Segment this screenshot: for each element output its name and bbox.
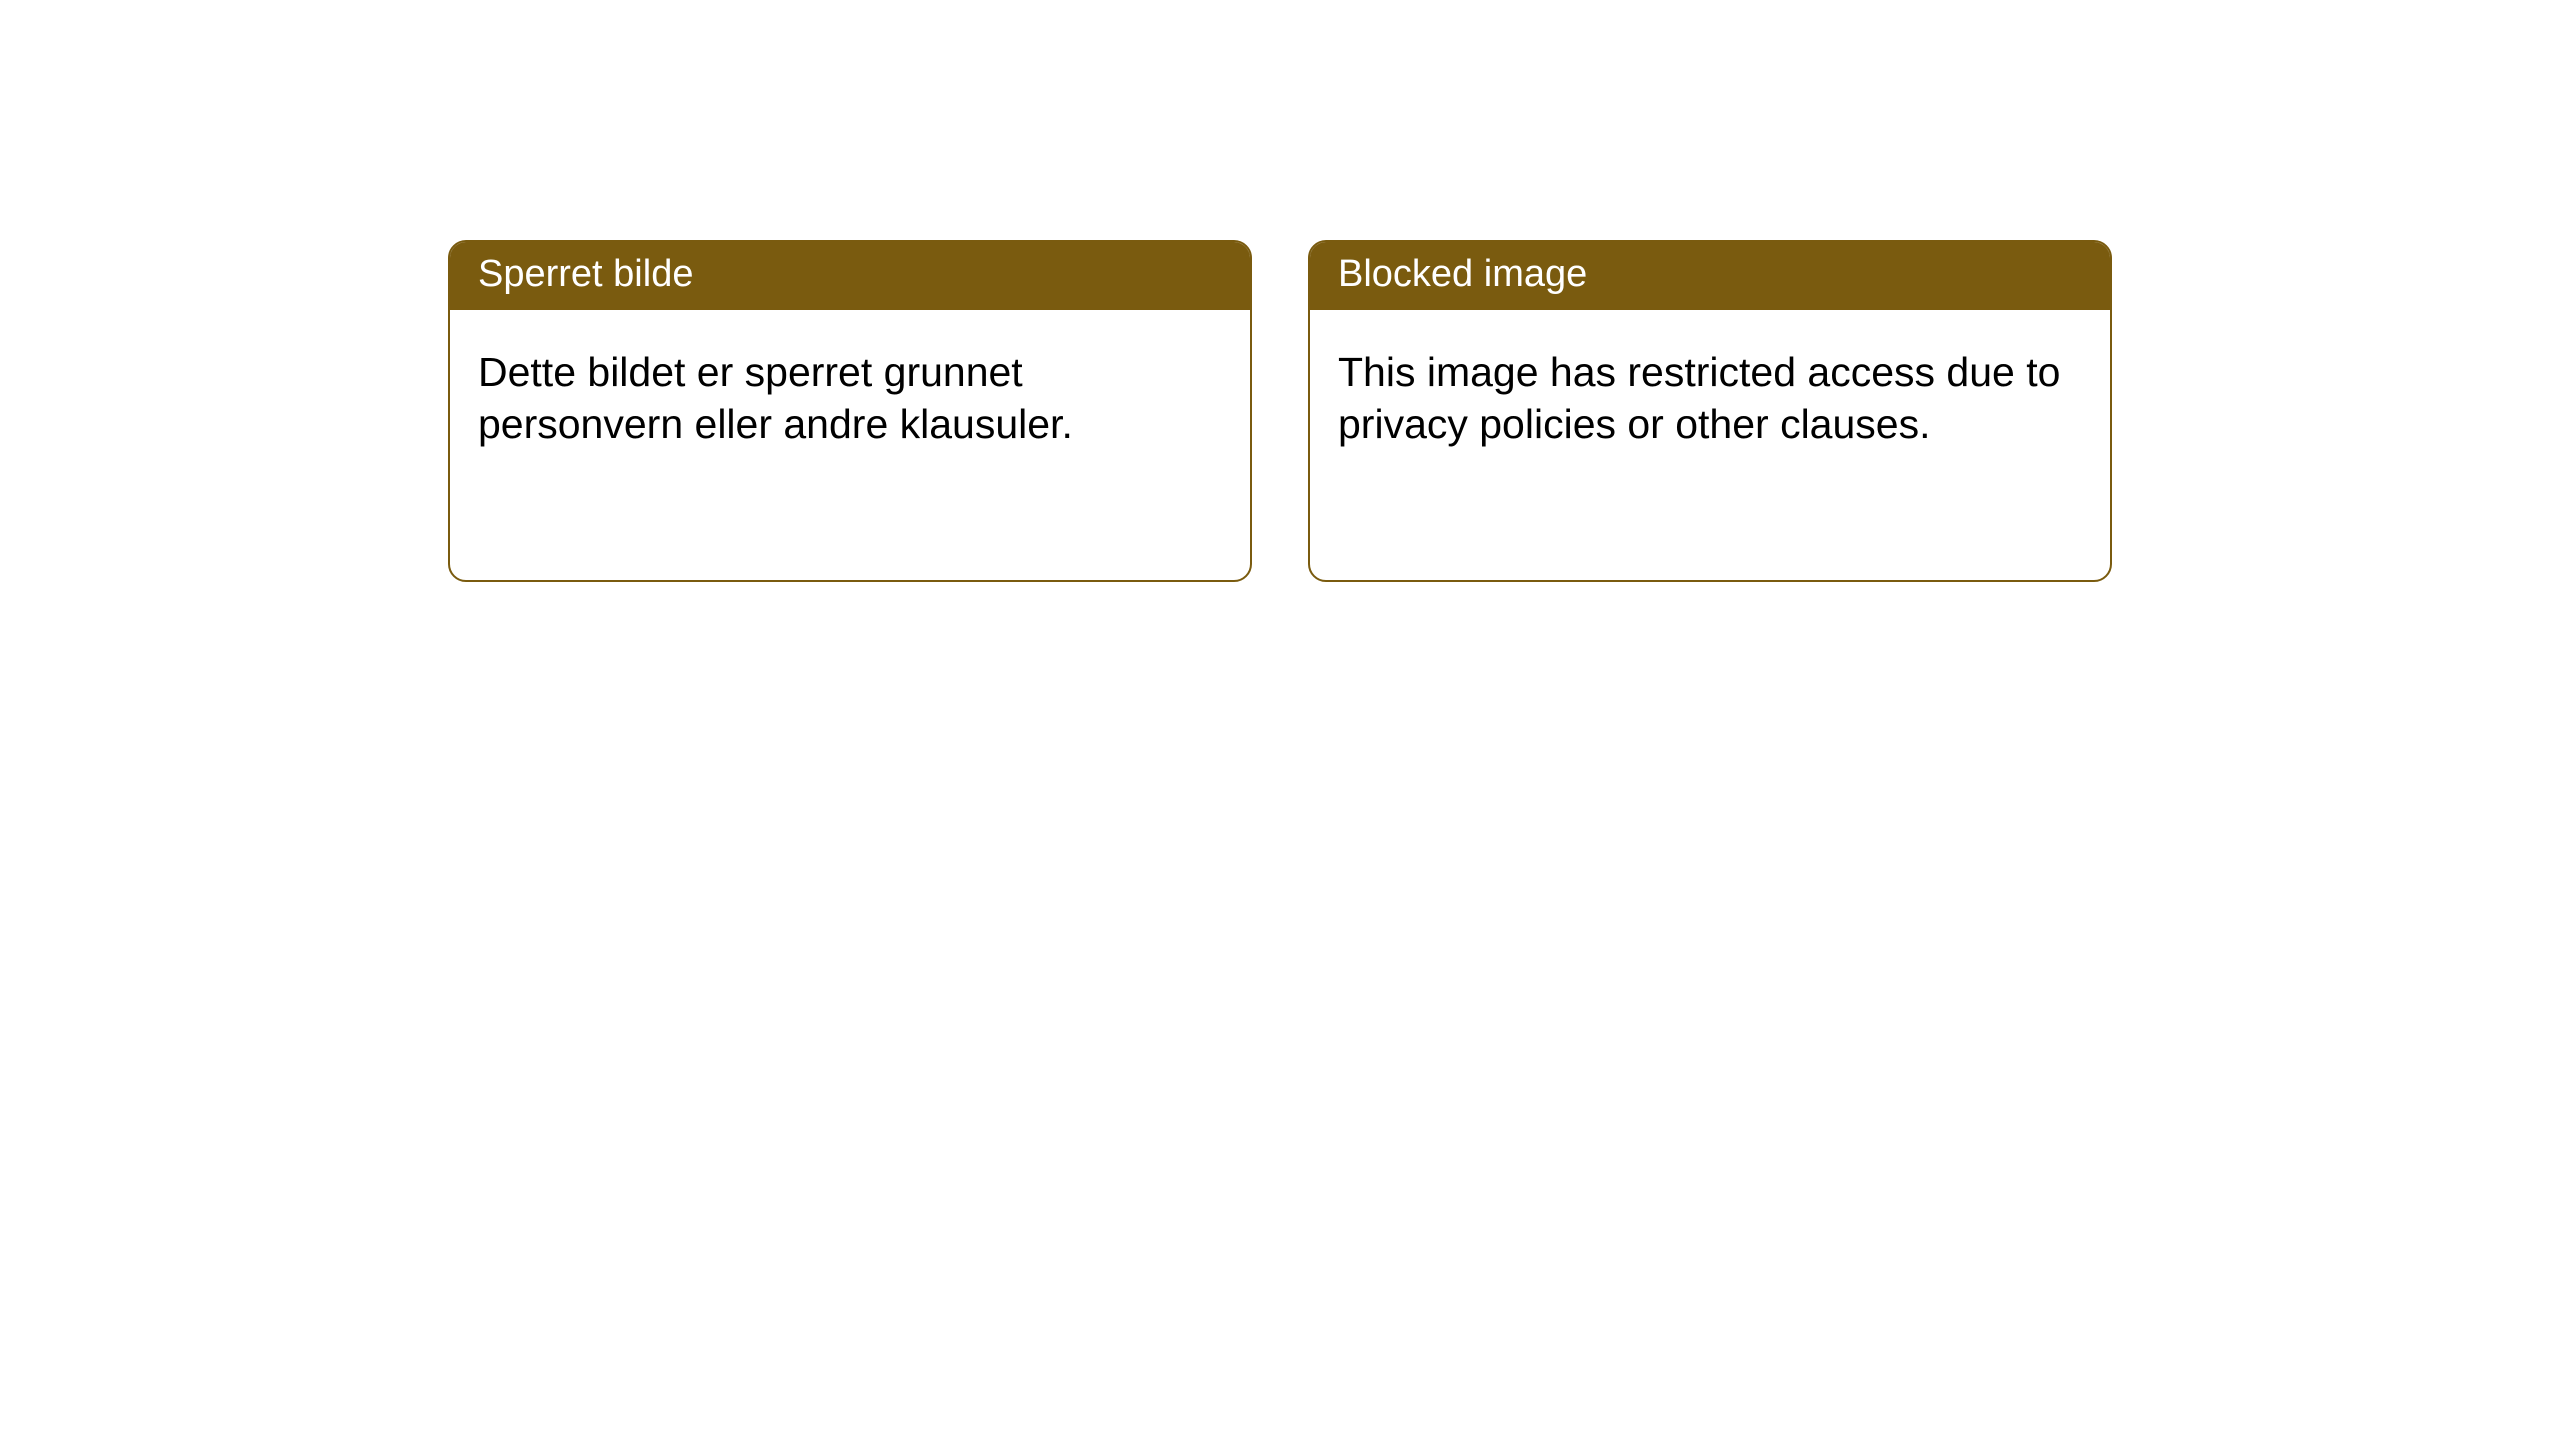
panel-header-norwegian: Sperret bilde [450, 242, 1250, 310]
panel-body-english: This image has restricted access due to … [1310, 310, 2110, 580]
notice-container: Sperret bilde Dette bildet er sperret gr… [448, 240, 2112, 582]
panel-english: Blocked image This image has restricted … [1308, 240, 2112, 582]
panel-header-english: Blocked image [1310, 242, 2110, 310]
panel-norwegian: Sperret bilde Dette bildet er sperret gr… [448, 240, 1252, 582]
panel-body-norwegian: Dette bildet er sperret grunnet personve… [450, 310, 1250, 580]
